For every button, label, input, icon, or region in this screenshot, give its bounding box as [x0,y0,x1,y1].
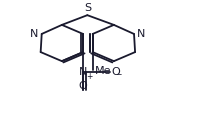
Text: N: N [137,29,146,39]
Text: S: S [84,3,91,13]
Text: N: N [79,66,87,76]
Text: N: N [30,29,38,39]
Text: O: O [79,81,88,91]
Text: Me: Me [95,66,111,76]
Text: O: O [112,66,120,76]
Text: +: + [86,72,93,81]
Text: −: − [116,71,122,79]
